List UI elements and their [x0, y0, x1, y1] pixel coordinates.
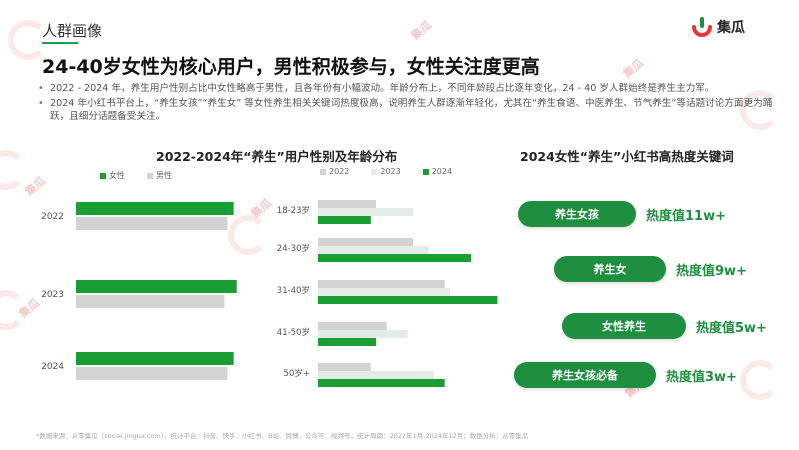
bar [318, 238, 413, 246]
category-label: 41-50岁 [277, 327, 310, 338]
category-label: 18-23岁 [277, 205, 310, 216]
legend-label: 2024 [431, 167, 453, 176]
keyword-heat: 热度值3w+ [666, 369, 737, 385]
bar [318, 288, 450, 296]
category-label: 50岁+ [284, 368, 310, 379]
watermark: 集瓜 [620, 56, 646, 81]
keyword-pill: 女性养生 [562, 313, 686, 339]
bar [318, 200, 377, 208]
age-legend: 2022 2023 2024 [320, 167, 452, 176]
bar [318, 208, 413, 216]
legend-item: 2023 [371, 167, 401, 176]
bar [76, 367, 228, 380]
legend-swatch [320, 168, 326, 175]
bullet-item: 2024 年小红书平台上，“养生女孩”“养生女” 等女性养生相关关键词热度极高，… [38, 97, 778, 124]
decorative-swirl [0, 290, 26, 330]
category-label: 2023 [41, 290, 64, 300]
bar [318, 254, 472, 262]
bar [318, 296, 498, 304]
decorative-swirl [0, 150, 26, 190]
keyword-pill: 养生女孩 [518, 201, 636, 227]
bar [318, 379, 445, 387]
legend-item: 2024 [422, 167, 453, 176]
bar [318, 330, 408, 338]
keyword-row: 养生女 热度值9w+ [554, 256, 747, 282]
gender-legend: 女性 男性 [100, 170, 172, 181]
legend-label: 男性 [156, 171, 172, 180]
category-label: 2022 [41, 212, 64, 222]
legend-swatch [100, 172, 106, 179]
bar [76, 352, 234, 365]
logo-text: 集瓜 [717, 20, 745, 36]
legend-item: 2022 [320, 167, 349, 176]
legend-label: 2023 [380, 167, 401, 176]
distribution-chart-title: 2022-2024年“养生”用户性别及年龄分布 [156, 149, 398, 164]
bar [76, 202, 234, 215]
bar [318, 371, 435, 379]
category-label: 24-30岁 [277, 243, 310, 254]
decorative-swirl [8, 20, 48, 60]
keyword-row: 女性养生 热度值5w+ [562, 313, 767, 339]
legend-item: 女性 [100, 170, 125, 181]
keyword-heat: 热度值5w+ [696, 320, 767, 336]
bar [318, 246, 429, 254]
legend-item: 男性 [147, 170, 172, 181]
page-headline: 24-40岁女性为核心用户，男性积极参与，女性关注度更高 [42, 56, 540, 78]
bar [318, 322, 387, 330]
bar [318, 280, 445, 288]
data-source-footnote: *数据来源：从零集瓜（social.jingua.com），统计平台：抖音、快手… [36, 432, 529, 440]
bar [318, 363, 371, 371]
legend-label: 女性 [109, 171, 125, 180]
legend-swatch [371, 168, 378, 175]
category-label: 2024 [41, 362, 64, 372]
keyword-pill: 养生女孩必备 [514, 362, 656, 388]
section-underline [42, 42, 78, 44]
keyword-heat: 热度值11w+ [646, 208, 726, 224]
bar [318, 216, 371, 224]
bar [318, 338, 377, 346]
category-label: 31-40岁 [277, 285, 310, 296]
decorative-swirl [228, 215, 268, 255]
keyword-chart-title: 2024女性“养生”小红书高热度关键词 [520, 149, 734, 164]
age-bar-chart: 18-23岁 24-30岁 31-40岁 41-50岁 50岁+ [277, 200, 498, 387]
legend-swatch [422, 168, 429, 175]
keyword-row: 养生女孩必备 热度值3w+ [514, 362, 737, 388]
logo-icon [692, 17, 712, 37]
keyword-row: 养生女孩 热度值11w+ [518, 201, 726, 227]
legend-swatch [147, 172, 153, 179]
brand-logo: 集瓜 [691, 16, 745, 38]
bar [76, 295, 225, 308]
keyword-heat: 热度值9w+ [676, 263, 747, 279]
gender-bar-chart: 2022 2023 2024 [41, 202, 237, 380]
page-header: 人群画像 集瓜 [0, 0, 799, 46]
summary-bullets: 2022 - 2024 年，养生用户性别占比中女性略高于男性，且各年份有小幅波动… [38, 82, 778, 125]
bullet-item: 2022 - 2024 年，养生用户性别占比中女性略高于男性，且各年份有小幅波动… [38, 82, 778, 96]
bar [76, 280, 237, 293]
decorative-swirl [740, 360, 780, 400]
bar [76, 217, 228, 230]
section-title: 人群画像 [42, 22, 103, 40]
keyword-pill: 养生女 [554, 256, 666, 282]
legend-label: 2022 [329, 167, 350, 176]
